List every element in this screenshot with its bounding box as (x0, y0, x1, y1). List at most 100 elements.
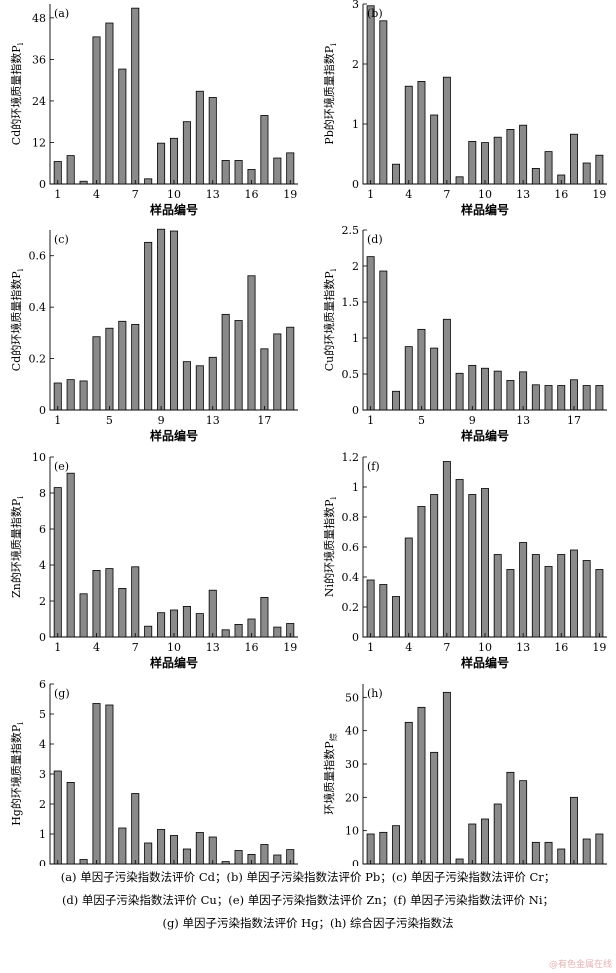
bar-sample-11 (493, 554, 502, 638)
panel-label: (b) (367, 7, 383, 20)
bar-sample-5 (417, 706, 426, 865)
x-tick-label: 9 (469, 414, 476, 427)
bar-sample-4 (404, 721, 413, 865)
bar-sample-4 (92, 703, 101, 865)
y-tick-label: 1 (352, 332, 359, 345)
bar-sample-7 (442, 691, 451, 865)
y-axis-title: Zn的环境质量指数Pi (9, 496, 25, 598)
x-tick-label: 1 (54, 641, 61, 654)
bar-sample-17 (260, 115, 269, 185)
bar-sample-19 (286, 152, 295, 185)
y-axis-title: Hg的环境质量指数Pi (9, 722, 25, 826)
y-tick-label: 4 (39, 559, 46, 572)
y-axis-title: Cd的环境质量指数Pi (9, 268, 25, 371)
y-tick-label: 10 (32, 451, 46, 464)
bar-sample-13 (519, 124, 528, 185)
x-tick-label: 5 (106, 414, 113, 427)
bar-sample-17 (260, 844, 269, 865)
y-tick-label: 6 (39, 523, 46, 536)
bar-sample-5 (417, 506, 426, 638)
chart-panel-5: 0 2 4 6 8 10 1 4 7 10 13 16 19 (e) 样品编号 Zn的环境质量指数Pi (9, 451, 298, 670)
bar-sample-19 (595, 569, 604, 638)
bar-sample-9 (157, 612, 166, 638)
x-tick-label: 17 (257, 414, 271, 427)
panel-label: (d) (367, 233, 383, 246)
y-axis-title: Ni的环境质量指数Pi (322, 497, 338, 598)
x-tick-label: 7 (132, 188, 139, 201)
y-tick-label: 0 (352, 858, 359, 866)
x-tick-label: 19 (283, 641, 297, 654)
bar-sample-2 (379, 20, 388, 185)
x-axis-title: 样品编号 (461, 202, 509, 217)
bar-sample-1 (53, 487, 62, 638)
bar-sample-18 (273, 854, 282, 865)
bar-sample-12 (506, 569, 515, 638)
bar-sample-18 (273, 157, 282, 185)
bar-sample-4 (404, 537, 413, 638)
bar-sample-19 (286, 326, 295, 411)
bar-sample-15 (234, 320, 243, 411)
bar-sample-19 (595, 833, 604, 865)
x-tick-label: 19 (592, 641, 606, 654)
bar-sample-2 (66, 155, 75, 185)
y-tick-label: 0.2 (29, 353, 47, 366)
bar-sample-4 (404, 85, 413, 185)
bar-sample-1 (53, 770, 62, 865)
x-tick-label: 4 (93, 188, 100, 201)
bar-sample-13 (208, 97, 217, 185)
bar-sample-5 (105, 327, 114, 411)
bar-sample-9 (468, 140, 477, 185)
x-tick-label: 16 (245, 641, 259, 654)
caption-line-3: (g) 单因子污染指数法评价 Hg；(h) 综合因子污染指数法 (162, 916, 454, 930)
bar-sample-3 (392, 596, 401, 638)
x-tick-label: 9 (158, 414, 165, 427)
bar-sample-11 (182, 606, 191, 638)
bar-sample-16 (557, 848, 566, 865)
bar-sample-15 (544, 385, 553, 411)
bar-sample-6 (430, 114, 439, 185)
bar-sample-9 (468, 364, 477, 411)
x-tick-label: 16 (245, 188, 259, 201)
bar-sample-6 (430, 751, 439, 865)
x-tick-label: 7 (443, 188, 450, 201)
bar-sample-14 (531, 167, 540, 185)
bar-sample-12 (195, 365, 204, 411)
chart-panel-6: 0 0.2 0.4 0.6 0.8 1 1.2 1 4 7 10 13 16 19 (f) 样品编号 Ni的环境… (322, 451, 607, 670)
bar-sample-13 (208, 356, 217, 411)
y-tick-label: 0 (352, 631, 359, 644)
bar-sample-2 (66, 782, 75, 865)
y-tick-label: 2 (352, 260, 359, 273)
bar-sample-15 (544, 566, 553, 638)
bar-sample-10 (169, 230, 179, 411)
bar-sample-17 (260, 597, 269, 638)
bar-sample-4 (92, 36, 101, 185)
bar-sample-11 (182, 361, 191, 411)
x-axis-title: 样品编号 (461, 428, 509, 443)
y-tick-label: 36 (32, 53, 46, 66)
bar-sample-2 (66, 472, 75, 638)
y-tick-label: 30 (345, 758, 359, 771)
y-tick-label: 0 (39, 631, 46, 644)
bar-sample-5 (105, 568, 114, 638)
x-tick-label: 4 (405, 188, 412, 201)
bar-sample-14 (531, 384, 540, 411)
caption-line-1: (a) 单因子污染指数法评价 Cd；(b) 单因子污染指数法评价 Pb；(c) … (60, 870, 556, 884)
x-tick-label: 1 (367, 641, 374, 654)
bar-sample-1 (366, 579, 375, 638)
y-tick-label: 0.6 (342, 541, 360, 554)
x-axis-title: 样品编号 (461, 655, 509, 670)
bar-sample-10 (169, 609, 179, 638)
bar-sample-3 (79, 593, 88, 638)
bar-sample-4 (92, 570, 101, 638)
bar-sample-8 (144, 241, 153, 411)
bar-sample-17 (570, 379, 578, 411)
bar-sample-5 (417, 328, 426, 411)
bar-sample-12 (195, 90, 204, 185)
x-tick-label: 4 (405, 641, 412, 654)
bar-sample-18 (582, 560, 591, 638)
x-tick-label: 5 (418, 414, 425, 427)
bar-sample-13 (208, 836, 217, 865)
bar-sample-7 (442, 76, 451, 185)
bar-sample-14 (221, 629, 230, 638)
bar-sample-2 (379, 270, 388, 411)
